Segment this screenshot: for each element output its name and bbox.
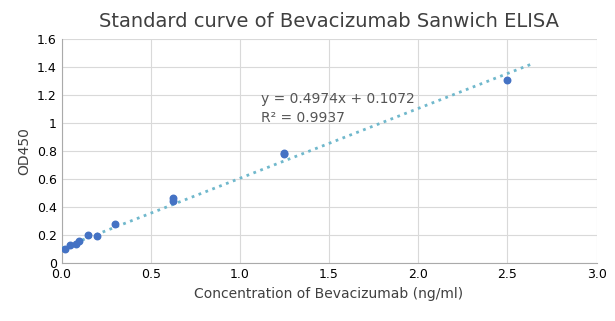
Point xyxy=(502,77,512,82)
Point xyxy=(71,241,81,246)
Point xyxy=(168,195,178,201)
Title: Standard curve of Bevacizumab Sanwich ELISA: Standard curve of Bevacizumab Sanwich EL… xyxy=(99,13,559,31)
X-axis label: Concentration of Bevacizumab (ng/ml): Concentration of Bevacizumab (ng/ml) xyxy=(194,287,464,301)
Text: y = 0.4974x + 0.1072
R² = 0.9937: y = 0.4974x + 0.1072 R² = 0.9937 xyxy=(261,92,415,126)
Point xyxy=(168,198,178,203)
Point xyxy=(279,151,289,156)
Point xyxy=(92,233,102,239)
Y-axis label: OD450: OD450 xyxy=(17,127,31,175)
Point xyxy=(279,152,289,157)
Point xyxy=(66,242,75,247)
Point xyxy=(83,232,93,238)
Point xyxy=(74,238,84,243)
Point xyxy=(60,247,70,252)
Point xyxy=(110,221,120,227)
